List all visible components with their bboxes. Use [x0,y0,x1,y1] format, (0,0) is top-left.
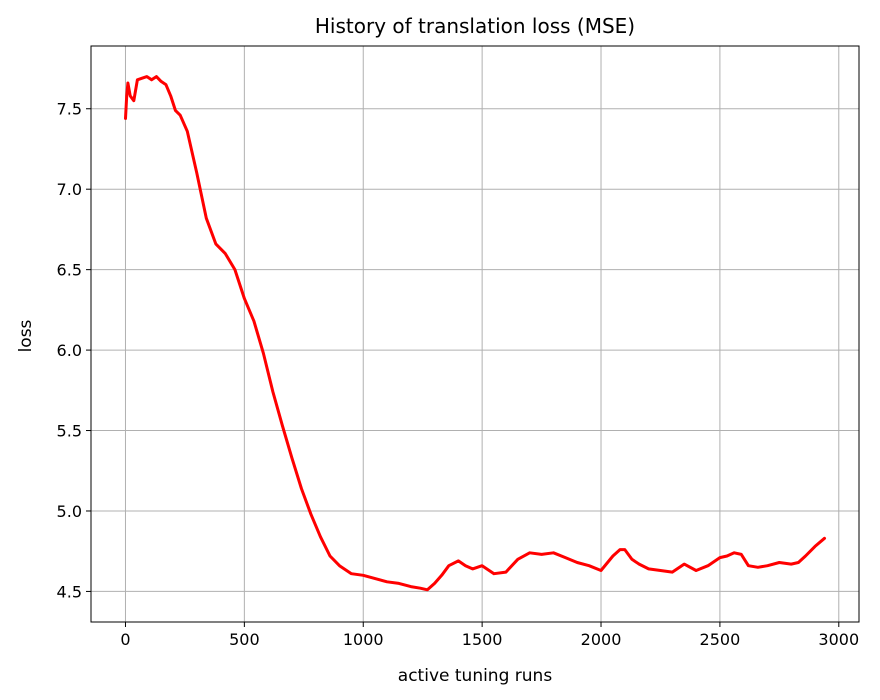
x-tick-label: 1000 [343,630,384,649]
series-layer [124,75,826,592]
x-tick-label: 2000 [581,630,622,649]
y-tick-label: 6.5 [57,261,82,280]
chart-title: History of translation loss (MSE) [315,14,635,38]
x-axis-label: active tuning runs [398,666,553,686]
y-tick-label: 6.0 [57,341,82,360]
x-tick-label: 3000 [818,630,859,649]
x-axis-ticks: 0 500 1000 1500 2000 2500 3000 [120,622,859,649]
x-tick-label: 2500 [700,630,741,649]
loss-series-line [124,75,826,592]
plot-area [91,46,859,622]
x-tick-label: 500 [229,630,260,649]
y-axis-ticks: 4.5 5.0 5.5 6.0 6.5 7.0 7.5 [57,100,91,601]
y-tick-label: 5.5 [57,422,82,441]
y-tick-label: 5.0 [57,502,82,521]
y-axis-label: loss [16,319,36,352]
y-tick-label: 7.0 [57,180,82,199]
x-tick-label: 1500 [462,630,503,649]
x-tick-label: 0 [120,630,130,649]
y-tick-label: 7.5 [57,100,82,119]
y-tick-label: 4.5 [57,582,82,601]
grid [91,46,859,622]
plot-frame [90,45,860,623]
